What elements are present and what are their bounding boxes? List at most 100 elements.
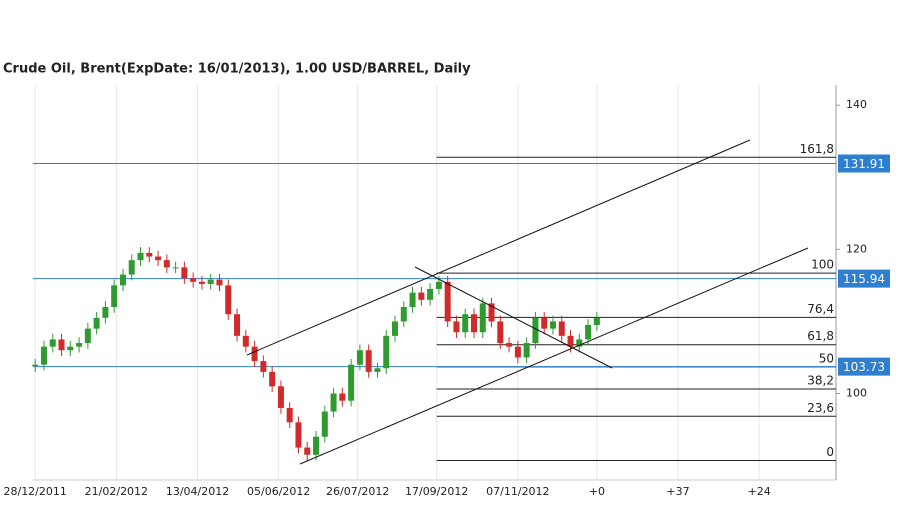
candle-body bbox=[356, 350, 363, 365]
candle-body bbox=[444, 281, 451, 322]
candle-body bbox=[234, 314, 241, 336]
candle-body bbox=[216, 279, 223, 286]
fib-label: 61,8 bbox=[807, 329, 834, 343]
candle-body bbox=[453, 321, 460, 333]
y-tick-label: 140 bbox=[846, 98, 867, 111]
candle-body bbox=[181, 267, 188, 279]
fib-label: 76,4 bbox=[807, 302, 834, 316]
candle-body bbox=[523, 343, 530, 358]
candle-body bbox=[532, 317, 539, 344]
candle-body bbox=[383, 335, 390, 369]
candle-body bbox=[93, 317, 100, 329]
candle-body bbox=[146, 252, 153, 257]
candle-body bbox=[576, 339, 583, 347]
candle-body bbox=[207, 279, 214, 284]
candle-body bbox=[479, 303, 486, 333]
candle-body bbox=[304, 447, 311, 455]
x-tick-label: 28/12/2011 bbox=[3, 485, 66, 498]
candle-body bbox=[470, 314, 477, 333]
price-badge bbox=[838, 269, 890, 288]
candle-body bbox=[593, 317, 600, 326]
lines bbox=[33, 156, 836, 462]
fib-label: 0 bbox=[826, 445, 834, 459]
candle-body bbox=[163, 260, 170, 268]
chart-title: Crude Oil, Brent(ExpDate: 16/01/2013), 1… bbox=[3, 62, 471, 77]
candle-body bbox=[585, 325, 592, 340]
candles bbox=[32, 247, 600, 461]
x-tick-label: 05/06/2012 bbox=[247, 485, 310, 498]
labels: 28/12/2011 21/02/2012 13/04/2012 05/06/2012… bbox=[3, 98, 890, 498]
candle-body bbox=[260, 361, 267, 372]
candle-body bbox=[102, 307, 109, 318]
x-tick-label: +0 bbox=[589, 485, 605, 498]
candle-body bbox=[286, 407, 293, 423]
candle-body bbox=[348, 364, 355, 401]
candle-body bbox=[462, 314, 469, 333]
x-tick-label: 26/07/2012 bbox=[326, 485, 389, 498]
candle-body bbox=[76, 343, 83, 347]
candle-body bbox=[155, 256, 162, 261]
candle-body bbox=[198, 281, 205, 284]
trend-lines bbox=[246, 139, 809, 465]
fib-label: 50 bbox=[819, 351, 834, 365]
candle-body bbox=[330, 393, 337, 412]
x-tick-label: 13/04/2012 bbox=[166, 485, 229, 498]
price-label: 103.73 bbox=[843, 360, 885, 374]
price-badge bbox=[838, 357, 890, 376]
y-tick-label: 100 bbox=[846, 387, 867, 400]
fib-label: 38,2 bbox=[807, 373, 834, 387]
candle-body bbox=[190, 278, 197, 282]
candle-body bbox=[84, 328, 91, 344]
fib-label: 23,6 bbox=[807, 401, 834, 415]
y-tick-label: 120 bbox=[846, 242, 867, 255]
fib-label: 100 bbox=[811, 258, 834, 272]
channel-upper bbox=[246, 139, 751, 356]
candle-body bbox=[418, 292, 425, 300]
candle-body bbox=[365, 350, 372, 372]
candle-body bbox=[392, 321, 399, 336]
candle-body bbox=[67, 346, 74, 351]
fib-label: 161,8 bbox=[800, 142, 834, 156]
candle-body bbox=[58, 339, 65, 351]
candle-body bbox=[497, 321, 504, 344]
candle-body bbox=[242, 335, 249, 347]
x-tick-label: 21/02/2012 bbox=[85, 485, 148, 498]
trend-down bbox=[414, 266, 613, 369]
candle-body bbox=[119, 274, 126, 286]
candle-body bbox=[506, 343, 513, 347]
candle-body bbox=[269, 371, 276, 387]
channel-lower bbox=[299, 247, 809, 465]
candle-body bbox=[514, 346, 521, 358]
candle-body bbox=[435, 281, 442, 289]
candle-body bbox=[427, 288, 434, 300]
candle-body bbox=[49, 339, 56, 347]
price-badge bbox=[838, 154, 890, 173]
x-tick-label: 17/09/2012 bbox=[405, 485, 468, 498]
candle-body bbox=[321, 411, 328, 437]
candle-body bbox=[111, 285, 118, 308]
candle-body bbox=[339, 393, 346, 401]
candle-body bbox=[313, 436, 320, 455]
candle-body bbox=[251, 346, 258, 362]
candle-body bbox=[567, 335, 574, 347]
candle-body bbox=[277, 386, 284, 408]
candle-body bbox=[128, 260, 135, 275]
candle-body bbox=[549, 321, 556, 329]
x-tick-label: +37 bbox=[666, 485, 689, 498]
candle-body bbox=[541, 317, 548, 329]
x-tick-label: 07/11/2012 bbox=[486, 485, 549, 498]
candle-body bbox=[137, 252, 144, 261]
candle-body bbox=[32, 364, 39, 367]
candle-body bbox=[374, 368, 381, 372]
candle-body bbox=[295, 422, 302, 448]
candle-body bbox=[172, 267, 179, 269]
x-tick-label: +24 bbox=[748, 485, 771, 498]
candle-body bbox=[488, 303, 495, 322]
candle-body bbox=[40, 346, 47, 365]
candle-body bbox=[400, 307, 407, 322]
candle-body bbox=[409, 292, 416, 308]
candle-body bbox=[558, 321, 565, 336]
candle-body bbox=[225, 285, 232, 315]
price-label: 115.94 bbox=[843, 272, 885, 286]
